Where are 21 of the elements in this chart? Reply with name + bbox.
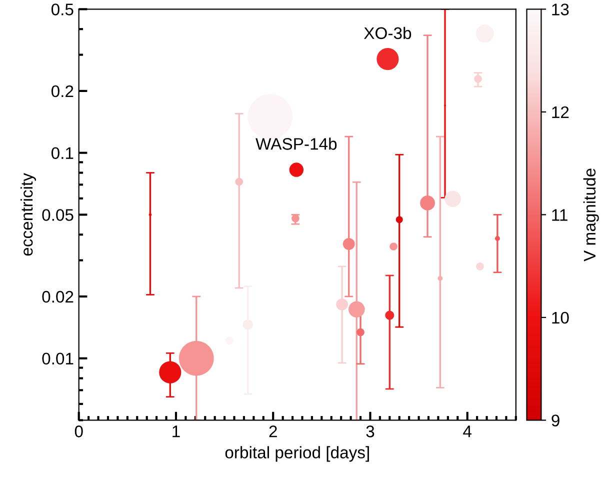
annotation: WASP-14b (256, 138, 337, 150)
y-tick-label: 0.5 (51, 4, 74, 16)
y-axis-title: eccentricity (20, 173, 36, 256)
y-tick-label: 0.2 (51, 85, 74, 98)
x-tick-label: 4 (463, 426, 472, 438)
x-tick-label: 3 (366, 426, 374, 438)
x-tick-label: 0 (74, 426, 83, 438)
y-tick-label: 0.1 (51, 147, 74, 160)
y-tick-label: 0.01 (42, 352, 74, 365)
y-tick-label: 0.05 (42, 209, 74, 221)
x-tick-label: 1 (172, 426, 180, 438)
annotation: XO-3b (364, 26, 412, 40)
color-bar-label: 13 (552, 4, 569, 16)
color-bar-label: 12 (552, 106, 569, 118)
color-bar-title: V magnitude (583, 168, 599, 262)
color-bar-label: 11 (552, 209, 568, 221)
color-bar-label: 10 (552, 312, 569, 324)
y-tick-label: 0.02 (42, 290, 74, 303)
x-axis-title: orbital period [days] (225, 446, 369, 462)
color-bar-label: 9 (552, 414, 560, 426)
x-tick-label: 2 (269, 426, 277, 438)
